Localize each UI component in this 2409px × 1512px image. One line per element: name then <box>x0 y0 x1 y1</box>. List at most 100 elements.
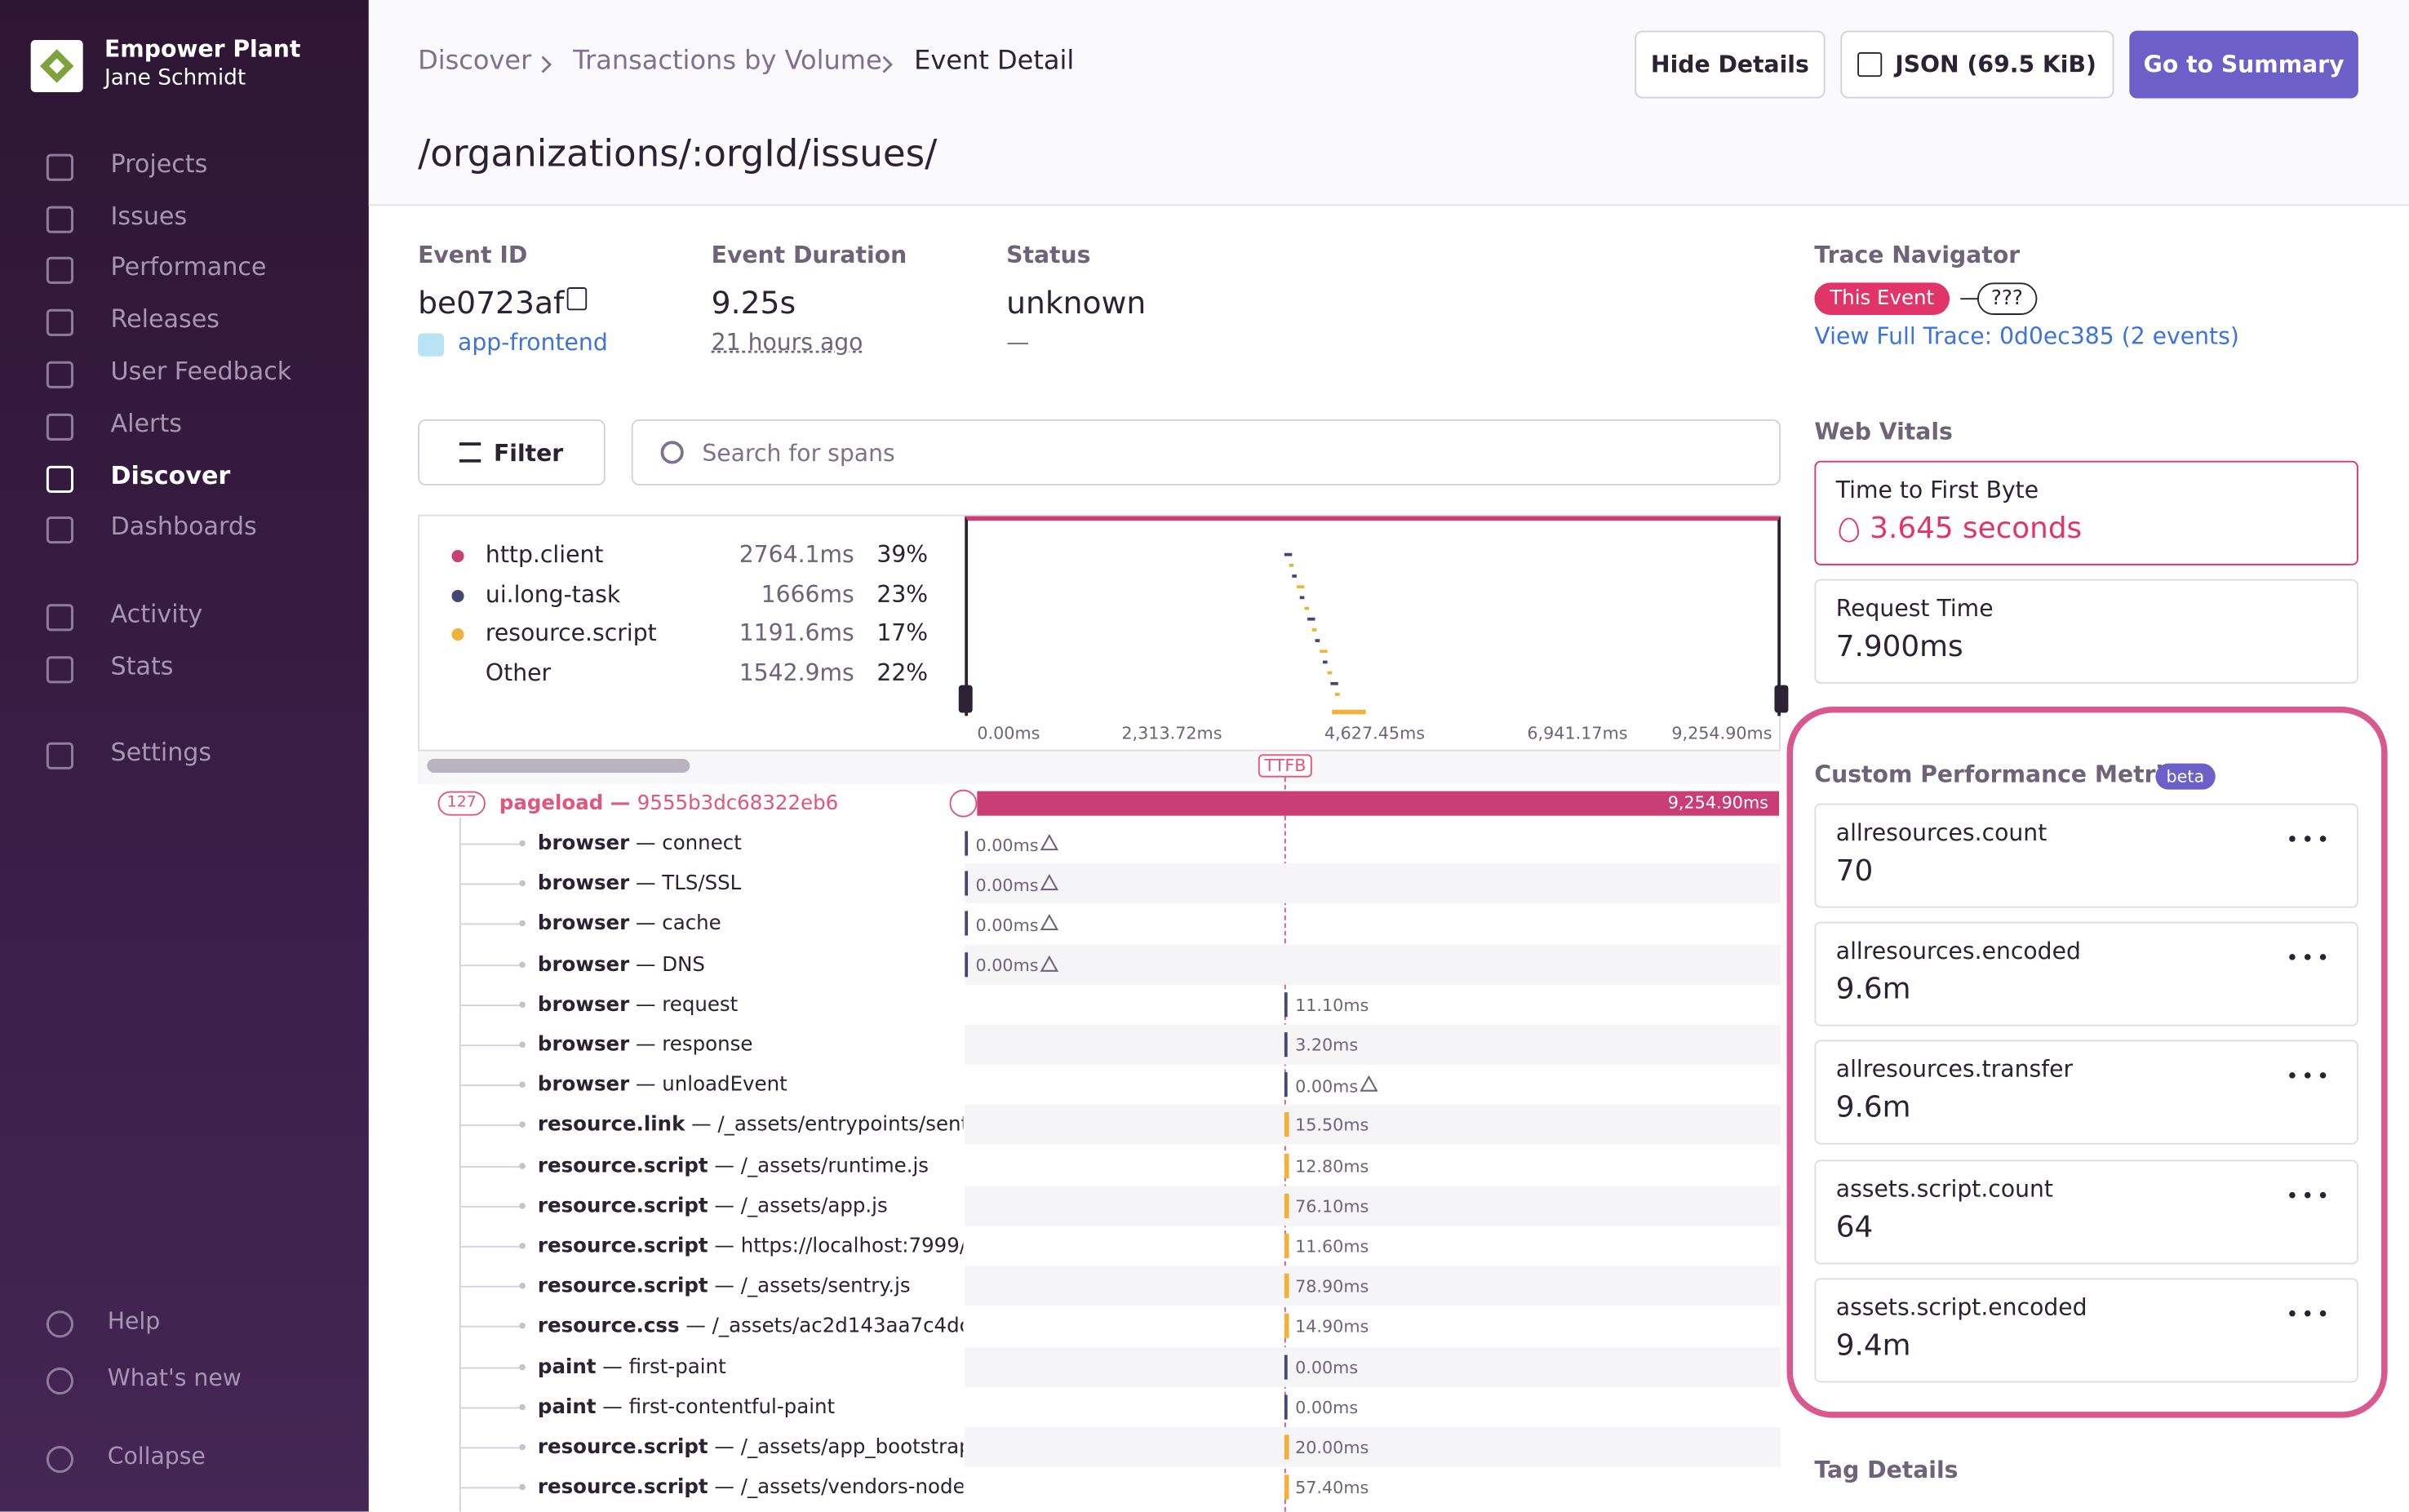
nav-item[interactable]: User Feedback <box>110 356 292 386</box>
tree-node <box>519 1001 526 1008</box>
span-bar <box>1284 1233 1289 1258</box>
warning-svg <box>1040 874 1058 891</box>
tree-branch <box>460 1286 526 1288</box>
nav-item[interactable]: Projects <box>110 149 208 179</box>
nav-item[interactable]: Settings <box>110 737 212 767</box>
span-desc: unloadEvent <box>662 1074 787 1097</box>
span-label: browser — request <box>538 994 963 1017</box>
span-duration: 0.00ms <box>975 874 1058 896</box>
header-button[interactable]: JSON (69.5 KiB) <box>1840 30 2114 99</box>
tree-node <box>519 1041 526 1048</box>
nav-icon <box>45 602 76 639</box>
trace-unknown[interactable]: ??? <box>1976 282 2037 315</box>
metric-card <box>1814 1040 2358 1146</box>
span-op: browser <box>537 832 630 856</box>
duration-text: 11.10ms <box>1295 995 1369 1016</box>
op-duration: 1666ms <box>761 580 854 608</box>
nav-icon-svg <box>46 256 73 284</box>
tree-branch <box>460 1366 526 1368</box>
metric-value: 9.6m <box>1835 973 1911 1007</box>
span-duration: 0.00ms <box>1295 1357 1358 1377</box>
fire-icon <box>1839 517 1860 543</box>
span-bar <box>965 911 968 937</box>
sep <box>706 1315 712 1338</box>
root-count[interactable]: 127 <box>437 791 486 816</box>
span-duration: 0.00ms <box>975 834 1058 855</box>
minimap-span <box>1288 563 1293 567</box>
span-row-bg <box>965 1024 1781 1065</box>
nav-icon-svg <box>46 516 73 544</box>
header-button[interactable]: Go to Summary <box>2129 30 2358 99</box>
minimap-span <box>1292 574 1297 578</box>
op-duration: 1542.9ms <box>739 658 854 687</box>
op-percent: 22% <box>876 658 929 687</box>
sep: — <box>602 1355 623 1379</box>
sep: — <box>635 913 656 937</box>
duration-text: 20.00ms <box>1295 1438 1369 1458</box>
search-box[interactable]: Search for spans <box>631 419 1781 486</box>
sep <box>629 913 636 936</box>
sep: — <box>714 1154 734 1178</box>
metric-menu[interactable] <box>2289 836 2327 845</box>
nav-item[interactable]: Dashboards <box>110 511 257 541</box>
metric-name: allresources.encoded <box>1835 937 2081 965</box>
sep <box>655 994 662 1017</box>
span-bar <box>1284 1394 1287 1420</box>
axis-label: 6,941.17ms <box>1527 723 1628 744</box>
trace-link[interactable]: View Full Trace: 0d0ec385 (2 events) <box>1814 322 2239 351</box>
span-bar <box>965 951 968 977</box>
span-desc: /_assets/ac2d143aa7c4dc5f <box>712 1315 964 1339</box>
copy-icon[interactable] <box>566 287 588 311</box>
sep <box>629 1074 636 1097</box>
span-op: browser <box>537 913 630 937</box>
span-label: paint — first-contentful-paint <box>538 1396 963 1419</box>
nav-icon-svg <box>46 604 73 632</box>
span-op: resource.script <box>537 1275 708 1299</box>
warning-svg <box>1360 1075 1378 1093</box>
nav-item[interactable]: Issues <box>110 201 188 231</box>
metric-menu[interactable] <box>2289 954 2327 963</box>
span-op: browser <box>537 993 630 1017</box>
footer-item[interactable]: Collapse <box>107 1442 206 1470</box>
span-op: resource.script <box>537 1436 708 1460</box>
field-sub[interactable]: app-frontend <box>458 328 608 357</box>
tree-branch <box>460 843 526 845</box>
tree-node <box>519 1483 526 1491</box>
nav-icon <box>45 360 76 397</box>
tree-node <box>519 1363 526 1370</box>
span-desc: https://localhost:7999/web <box>740 1235 964 1258</box>
field-label: Status <box>1006 241 1091 269</box>
span-desc: DNS <box>662 953 705 977</box>
sep <box>708 1477 715 1500</box>
nav-icon-svg <box>46 742 73 769</box>
sep <box>708 1275 715 1298</box>
nav-item[interactable]: Stats <box>110 651 174 681</box>
field-label: Event ID <box>418 241 528 269</box>
span-label: browser — cache <box>538 913 963 936</box>
menu-dot <box>2319 836 2327 842</box>
header-button[interactable]: Hide Details <box>1635 30 1826 99</box>
nav-item[interactable]: Alerts <box>110 408 182 438</box>
metric-menu[interactable] <box>2289 1191 2327 1200</box>
nav-item[interactable]: Releases <box>110 304 220 334</box>
span-duration: 11.60ms <box>1295 1237 1369 1257</box>
field-value: unknown <box>1006 284 1147 321</box>
nav-item[interactable]: Discover <box>110 460 231 490</box>
breadcrumb[interactable]: Transactions by Volume <box>573 46 882 78</box>
nav-item[interactable]: Performance <box>110 251 267 282</box>
metric-menu[interactable] <box>2289 1072 2327 1082</box>
minimap-span <box>1332 709 1366 715</box>
footer-icon-svg <box>46 1367 73 1395</box>
breadcrumb[interactable]: Discover <box>418 46 532 78</box>
metric-menu[interactable] <box>2289 1310 2327 1319</box>
filter-button[interactable]: Filter <box>418 419 606 486</box>
duration-text: 11.60ms <box>1295 1236 1369 1257</box>
footer-item[interactable]: What's new <box>107 1363 242 1392</box>
scroll-thumb[interactable] <box>427 759 690 773</box>
nav-item[interactable]: Activity <box>110 599 203 629</box>
footer-item[interactable]: Help <box>107 1307 161 1336</box>
menu-dot <box>2319 1191 2327 1198</box>
nav-icon <box>45 464 76 501</box>
span-label: browser — DNS <box>538 953 963 976</box>
nav-icon <box>45 654 76 691</box>
